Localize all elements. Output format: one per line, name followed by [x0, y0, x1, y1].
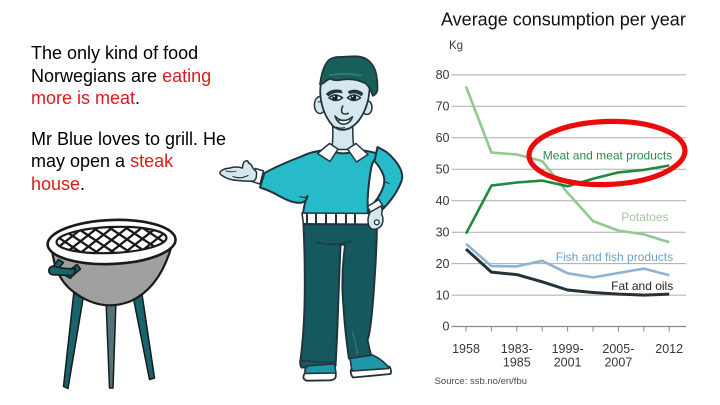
- svg-text:Meat and meat products: Meat and meat products: [543, 149, 672, 163]
- svg-text:Fat and oils: Fat and oils: [611, 279, 673, 293]
- svg-text:2007: 2007: [604, 355, 632, 369]
- svg-text:Fish and fish products: Fish and fish products: [556, 250, 673, 264]
- svg-text:2005-: 2005-: [602, 342, 634, 356]
- svg-text:50: 50: [436, 162, 450, 176]
- svg-text:1999-: 1999-: [552, 342, 584, 356]
- svg-text:Source: ssb.no/en/fbu: Source: ssb.no/en/fbu: [435, 376, 527, 387]
- svg-text:20: 20: [436, 257, 450, 271]
- svg-text:1985: 1985: [503, 355, 531, 369]
- svg-text:60: 60: [436, 131, 450, 145]
- svg-text:Potatoes: Potatoes: [621, 210, 668, 224]
- svg-text:Average consumption per year: Average consumption per year: [441, 10, 686, 30]
- svg-text:10: 10: [436, 288, 450, 302]
- svg-text:0: 0: [443, 320, 450, 334]
- svg-text:80: 80: [436, 68, 450, 82]
- svg-text:2012: 2012: [655, 342, 683, 356]
- svg-text:2001: 2001: [554, 355, 582, 369]
- svg-text:70: 70: [436, 100, 450, 114]
- svg-text:40: 40: [436, 194, 450, 208]
- svg-text:30: 30: [436, 225, 450, 239]
- svg-text:1983-: 1983-: [501, 342, 533, 356]
- svg-text:1958: 1958: [452, 342, 480, 356]
- svg-text:Kg: Kg: [449, 40, 463, 52]
